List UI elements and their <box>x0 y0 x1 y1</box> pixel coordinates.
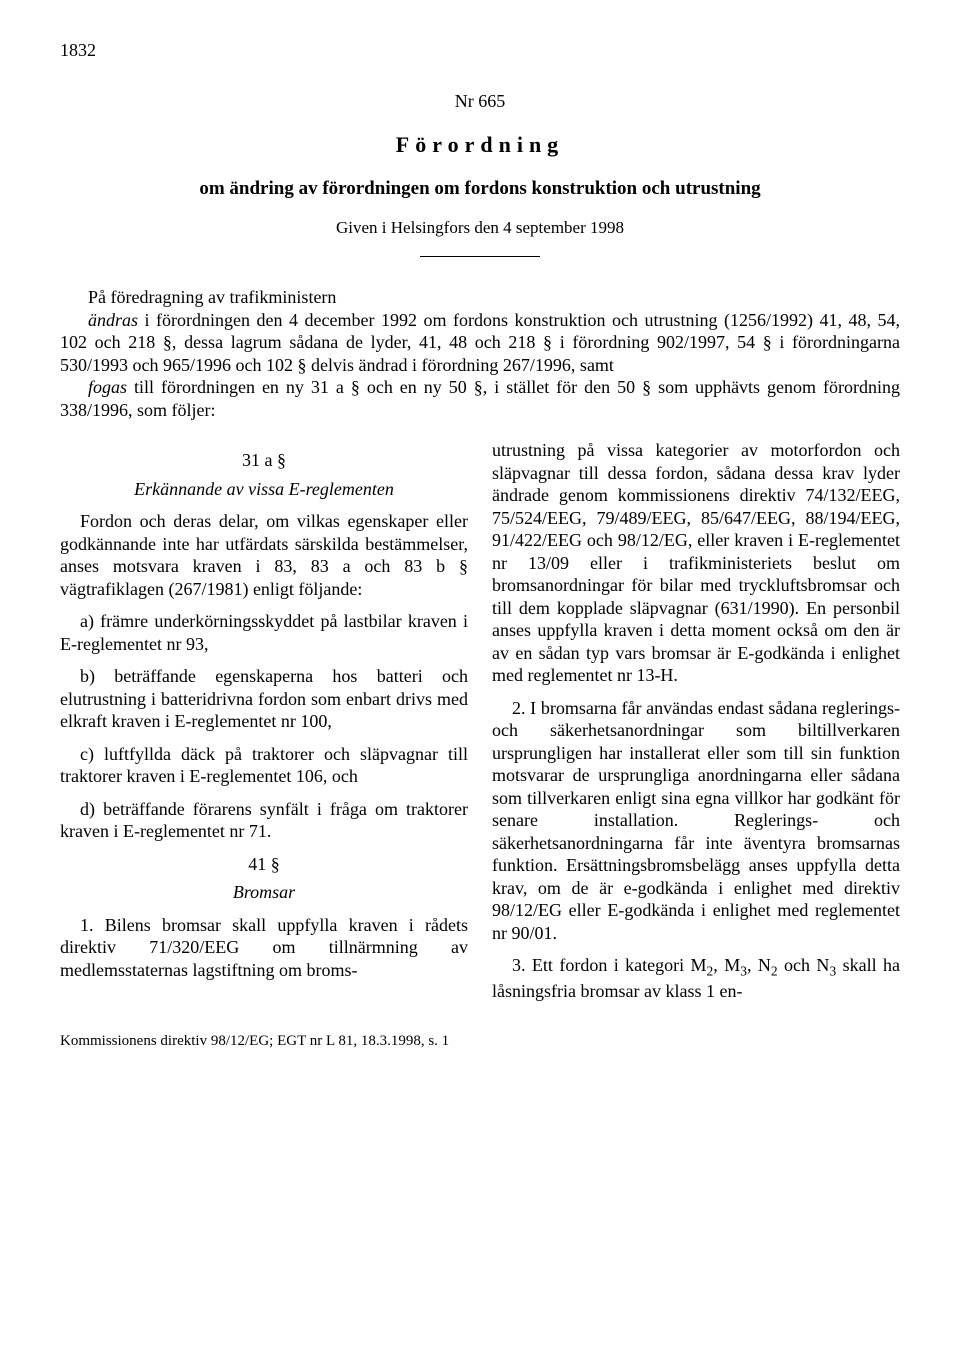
p2-number: 2. <box>512 698 530 718</box>
preamble-fogas: fogas <box>88 377 127 397</box>
subscript-3a: 3 <box>740 964 747 979</box>
p3-text-c: , N <box>747 955 771 975</box>
preamble: På föredragning av trafikministern ändra… <box>60 286 900 421</box>
preamble-andras: ändras <box>88 310 138 330</box>
preamble-line1: På föredragning av trafikministern <box>88 287 336 307</box>
regulation-type-heading: Förordning <box>60 132 900 158</box>
section-31a-heading: 31 a § <box>60 449 468 472</box>
p2-text: I bromsarna får användas endast sådana r… <box>492 698 900 943</box>
p3-text-a: Ett fordon i kategori M <box>532 955 707 975</box>
section-31a-item-d: d) beträffande förarens synfält i fråga … <box>60 798 468 843</box>
p1-text: Bilens bromsar skall uppfylla kraven i r… <box>60 915 468 980</box>
section-41-heading: 41 § <box>60 853 468 876</box>
document-number: Nr 665 <box>60 91 900 112</box>
title-divider <box>60 244 900 262</box>
preamble-text1: i förordningen den 4 december 1992 om fo… <box>60 310 900 375</box>
section-41-subtitle: Bromsar <box>60 881 468 904</box>
col2-continuation: utrustning på vissa kategorier av motorf… <box>492 439 900 687</box>
section-31a-item-a: a) främre underkörningsskyddet på lastbi… <box>60 610 468 655</box>
section-31a-paragraph: Fordon och deras delar, om vilkas egensk… <box>60 510 468 600</box>
page-number: 1832 <box>60 40 900 61</box>
date-given: Given i Helsingfors den 4 september 1998 <box>60 218 900 238</box>
subscript-2b: 2 <box>771 964 778 979</box>
p1-number: 1. <box>80 915 105 935</box>
section-41-p2: 2. I bromsarna får användas endast sådan… <box>492 697 900 945</box>
document-page: 1832 Nr 665 Förordning om ändring av för… <box>0 0 960 1090</box>
section-31a-item-b: b) beträffande egenskaperna hos batteri … <box>60 665 468 733</box>
footnote: Kommissionens direktiv 98/12/EG; EGT nr … <box>60 1033 900 1050</box>
section-31a-item-c: c) luftfyllda däck på traktorer och släp… <box>60 743 468 788</box>
regulation-subtitle: om ändring av förordningen om fordons ko… <box>60 178 900 200</box>
p3-text-b: , M <box>713 955 740 975</box>
preamble-text2: till förordningen en ny 31 a § och en ny… <box>60 377 900 420</box>
section-31a-subtitle: Erkännande av vissa E-reglementen <box>60 478 468 501</box>
p3-text-d: och N <box>778 955 830 975</box>
p3-number: 3. <box>512 955 532 975</box>
section-41-p1: 1. Bilens bromsar skall uppfylla kraven … <box>60 914 468 982</box>
body-columns: 31 a § Erkännande av vissa E-reglementen… <box>60 439 900 1003</box>
section-41-p3: 3. Ett fordon i kategori M2, M3, N2 och … <box>492 954 900 1003</box>
